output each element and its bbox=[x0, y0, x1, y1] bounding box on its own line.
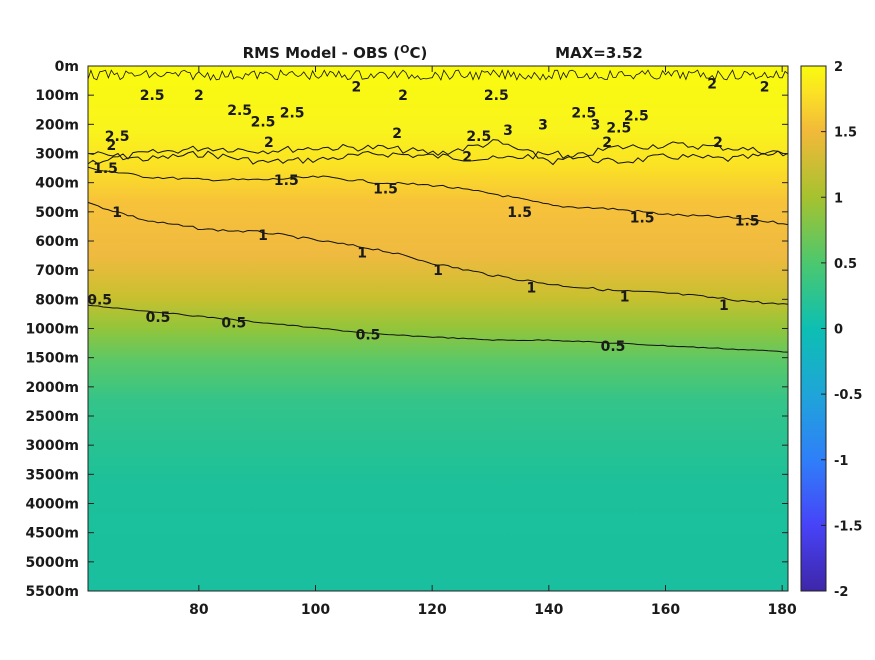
contour-label: 2 bbox=[106, 138, 116, 154]
contour-label: 0.5 bbox=[601, 339, 626, 355]
colorbar-tick-label: -0.5 bbox=[834, 388, 862, 403]
contour-label: 3 bbox=[591, 117, 601, 133]
colorbar-tick-label: 1.5 bbox=[834, 126, 857, 141]
contour-line bbox=[87, 139, 789, 166]
y-tick-label: 800m bbox=[35, 292, 79, 308]
contour-label: 2 bbox=[351, 79, 361, 95]
contour-label: 1.5 bbox=[373, 182, 398, 198]
contour-label: 2 bbox=[392, 126, 402, 142]
contour-label: 0.5 bbox=[87, 292, 112, 308]
contour-label: 2.5 bbox=[624, 109, 649, 125]
contour-line bbox=[87, 201, 789, 305]
y-tick-label: 600m bbox=[35, 234, 79, 250]
y-tick-label: 2500m bbox=[25, 409, 79, 425]
contour-label: 1 bbox=[620, 289, 630, 305]
y-tick-label: 5000m bbox=[25, 555, 79, 571]
contour-line-surface bbox=[87, 69, 789, 81]
heatmap-field bbox=[88, 66, 788, 591]
contour-label: 2.5 bbox=[105, 129, 130, 145]
x-axis: 80 100 120 140 160 180 bbox=[189, 66, 797, 618]
colorbar-tick-label: 0.5 bbox=[834, 257, 857, 272]
colorbar-tick-label: 0 bbox=[834, 323, 843, 338]
contour-line bbox=[87, 150, 789, 165]
contour-label: 2.5 bbox=[251, 114, 276, 130]
y-tick-label: 3000m bbox=[25, 438, 79, 454]
chart-title: RMS Model - OBS (OC) bbox=[243, 43, 428, 62]
contour-label: 3 bbox=[503, 123, 513, 139]
y-tick-label: 200m bbox=[35, 117, 79, 133]
colorbar-tick-label: -2 bbox=[834, 585, 848, 600]
y-tick-label: 500m bbox=[35, 205, 79, 221]
contour-label: 2 bbox=[264, 135, 274, 151]
y-tick-label: 5500m bbox=[25, 584, 79, 600]
x-tick-label: 140 bbox=[534, 602, 563, 618]
y-tick-label: 3500m bbox=[25, 467, 79, 483]
x-tick-label: 120 bbox=[418, 602, 447, 618]
contour-label: 2 bbox=[713, 135, 723, 151]
y-tick-label: 700m bbox=[35, 263, 79, 279]
contour-label: 2.5 bbox=[606, 120, 631, 136]
contour-label: 2 bbox=[760, 79, 770, 95]
contour-label: 1 bbox=[258, 228, 268, 244]
x-tick-label: 80 bbox=[189, 602, 209, 618]
contour-label: 1.5 bbox=[735, 214, 760, 230]
y-tick-label: 0m bbox=[55, 59, 79, 75]
contour-label: 1.5 bbox=[630, 211, 655, 227]
y-tick-label: 300m bbox=[35, 147, 79, 163]
contour-line bbox=[87, 304, 789, 353]
contour-label: 0.5 bbox=[221, 316, 246, 332]
contour-label: 2 bbox=[462, 149, 472, 165]
contour-label: 2.5 bbox=[140, 88, 165, 104]
y-tick-label: 2000m bbox=[25, 380, 79, 396]
contour-label: 2.5 bbox=[280, 106, 305, 122]
colorbar-tick-label: 2 bbox=[834, 60, 843, 75]
max-annotation: MAX=3.52 bbox=[555, 44, 643, 62]
contour-label: 1 bbox=[112, 205, 122, 221]
contour-label: 2 bbox=[194, 88, 204, 104]
y-tick-label: 4000m bbox=[25, 497, 79, 513]
y-tick-label: 100m bbox=[35, 88, 79, 104]
contour-label: 1 bbox=[719, 298, 729, 314]
colorbar-tick-label: 1 bbox=[834, 191, 843, 206]
y-tick-label: 1500m bbox=[25, 351, 79, 367]
x-tick-label: 100 bbox=[301, 602, 330, 618]
contour-label: 1 bbox=[357, 246, 367, 262]
contour-label: 2.5 bbox=[227, 103, 252, 119]
contour-label: 2.5 bbox=[571, 106, 596, 122]
y-tick-label: 1000m bbox=[25, 322, 79, 338]
colorbar: 2 1.5 1 0.5 0 -0.5 -1 -1.5 -2 bbox=[800, 60, 862, 600]
plot-area: 2.5 22.52.52.522 2.52.52 22 2.5 3 3 32.5 2.52 222… bbox=[87, 65, 789, 592]
colorbar-tick-label: -1 bbox=[834, 454, 848, 469]
contour-label: 2 bbox=[602, 135, 612, 151]
contour-label: 2.5 bbox=[484, 88, 509, 104]
contour-label: 3 bbox=[538, 117, 548, 133]
chart-titles: RMS Model - OBS (OC) MAX=3.52 bbox=[243, 43, 643, 62]
y-tick-label: 400m bbox=[35, 176, 79, 192]
contour-line bbox=[87, 166, 789, 226]
contour-label: 0.5 bbox=[146, 310, 171, 326]
contour-label: 1 bbox=[526, 281, 536, 297]
x-tick-label: 160 bbox=[651, 602, 680, 618]
contour-label: 1.5 bbox=[93, 161, 118, 177]
colorbar-tick-label: -1.5 bbox=[834, 519, 862, 534]
contour-label: 1.5 bbox=[507, 205, 532, 221]
contour-label: 1 bbox=[433, 263, 443, 279]
contour-label: 2 bbox=[398, 88, 408, 104]
contour-label: 1.5 bbox=[274, 173, 299, 189]
y-axis: 0m 100m 200m 300m 400m 500m 600m 700m 800m 1000m 1… bbox=[25, 59, 788, 600]
contour-label: 2.5 bbox=[466, 129, 491, 145]
contour-label: 0.5 bbox=[356, 327, 381, 343]
x-tick-label: 180 bbox=[768, 602, 797, 618]
contour-label: 2 bbox=[707, 77, 717, 93]
y-tick-label: 4500m bbox=[25, 526, 79, 542]
